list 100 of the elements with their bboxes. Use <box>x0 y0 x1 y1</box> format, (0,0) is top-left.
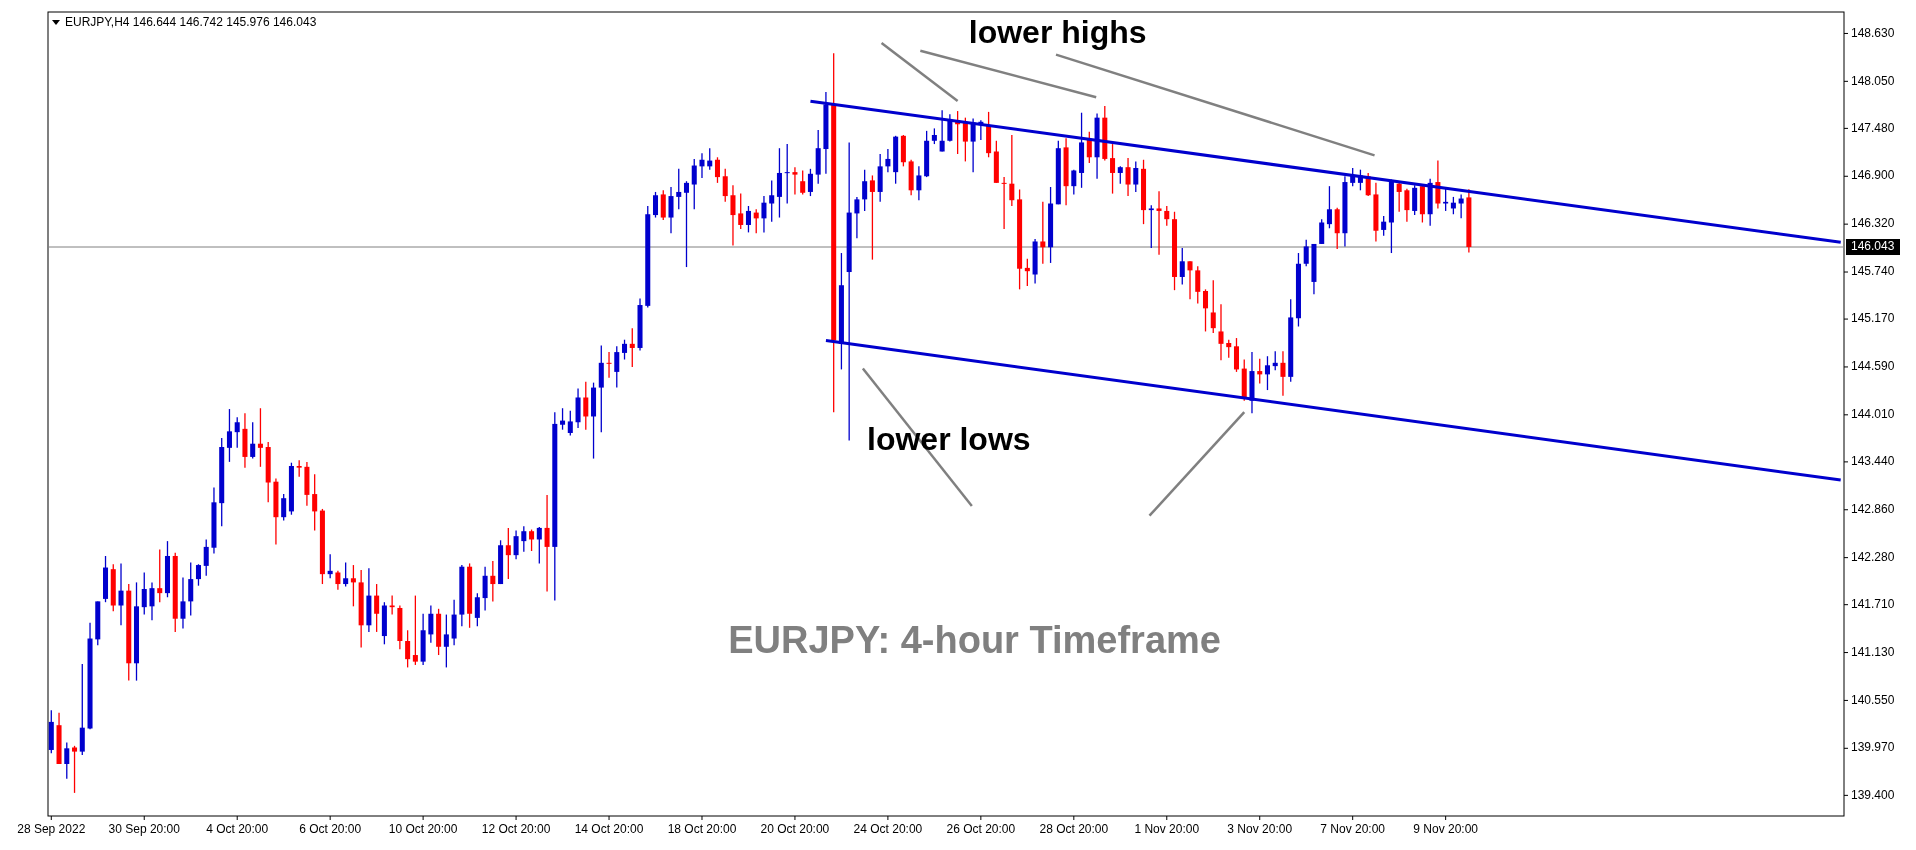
candlestick <box>1218 303 1224 361</box>
candlestick <box>141 571 147 616</box>
y-tick-label: 140.550 <box>1851 692 1895 707</box>
candlestick <box>668 186 674 234</box>
candlestick <box>1334 206 1340 250</box>
candlestick <box>79 663 85 756</box>
candlestick <box>1210 279 1216 334</box>
annotation: lower lows <box>867 420 1031 457</box>
candlestick <box>188 561 194 617</box>
candlestick <box>281 493 287 522</box>
candlestick <box>428 604 434 644</box>
candlestick <box>180 576 186 630</box>
candlestick <box>939 109 945 153</box>
x-tick-label: 18 Oct 20:00 <box>667 822 737 836</box>
candlestick <box>157 548 163 603</box>
candlestick <box>722 168 728 203</box>
candlestick <box>947 113 953 143</box>
candlestick <box>583 381 589 431</box>
candlestick <box>513 529 519 560</box>
candlestick <box>676 168 682 210</box>
candlestick <box>203 538 209 577</box>
candlestick <box>652 191 659 219</box>
candlestick <box>1303 239 1309 267</box>
candlestick <box>738 192 744 230</box>
candlestick <box>916 165 922 201</box>
candlestick <box>730 184 736 247</box>
y-tick-label: 141.130 <box>1851 644 1895 659</box>
x-tick-label: 9 Nov 20:00 <box>1413 822 1479 836</box>
x-tick-label: 12 Oct 20:00 <box>481 822 551 836</box>
candlestick <box>691 158 697 210</box>
candlestick <box>234 416 240 449</box>
y-tick-label: 146.900 <box>1851 168 1895 183</box>
candlestick <box>149 581 155 622</box>
candlestick <box>350 564 356 607</box>
candlestick <box>800 169 806 196</box>
candlestick <box>118 562 124 626</box>
candlestick <box>862 169 868 212</box>
x-tick-label: 1 Nov 20:00 <box>1134 822 1200 836</box>
x-tick-label: 26 Oct 20:00 <box>946 822 1016 836</box>
annotation: lower highs <box>968 14 1147 50</box>
x-tick-label: 28 Sep 2022 <box>17 822 86 836</box>
candlestick <box>405 629 411 669</box>
candlestick <box>544 494 550 593</box>
x-tick-label: 6 Oct 20:00 <box>299 822 362 836</box>
candlestick <box>885 148 891 173</box>
y-tick-label: 147.480 <box>1851 120 1895 135</box>
x-tick-label: 14 Oct 20:00 <box>574 822 644 836</box>
candlestick <box>505 527 511 580</box>
candlestick <box>482 566 488 612</box>
candlestick <box>529 528 535 552</box>
candlestick <box>1412 184 1418 216</box>
candlestick <box>335 570 341 591</box>
candlestick <box>769 179 775 223</box>
candlestick <box>622 339 628 361</box>
x-tick-label: 4 Oct 20:00 <box>206 822 269 836</box>
candlestick <box>1164 205 1170 227</box>
y-tick-label: 145.170 <box>1851 311 1895 326</box>
candlestick <box>536 526 542 565</box>
y-tick-label: 144.590 <box>1851 359 1895 374</box>
candlestick <box>451 599 457 646</box>
y-tick-label: 142.860 <box>1851 501 1895 516</box>
x-tick-label: 3 Nov 20:00 <box>1227 822 1293 836</box>
candlestick <box>869 174 875 261</box>
candlestick <box>64 741 70 780</box>
candlestick <box>792 166 798 196</box>
candlestick <box>72 745 78 794</box>
x-tick-label: 10 Oct 20:00 <box>388 822 458 836</box>
candlestick <box>1396 180 1402 213</box>
candlestick <box>1179 247 1185 286</box>
y-tick-label: 141.710 <box>1851 596 1895 611</box>
candlestick <box>226 408 232 463</box>
candlestick <box>854 196 860 239</box>
candlestick <box>683 180 690 268</box>
candlestick <box>745 205 751 234</box>
candlestick <box>962 117 968 163</box>
candlestick <box>1195 265 1201 305</box>
y-tick-label: 139.400 <box>1851 787 1895 802</box>
candlestick <box>1458 193 1464 220</box>
candlestick <box>343 561 349 588</box>
candlestick <box>567 410 573 437</box>
candlestick <box>250 421 256 460</box>
candlestick <box>1040 201 1046 265</box>
candlestick <box>1110 143 1116 195</box>
text: EURJPY: 4-hour Timeframe <box>728 619 1221 662</box>
y-tick-label: 148.050 <box>1851 73 1895 88</box>
candlestick <box>1319 218 1325 245</box>
candlestick <box>1125 157 1131 197</box>
candlestick <box>1086 131 1092 164</box>
candlestick <box>1280 350 1286 397</box>
y-tick-label: 139.970 <box>1851 740 1895 755</box>
y-tick-label: 146.320 <box>1851 216 1895 231</box>
y-tick-label: 142.280 <box>1851 549 1895 564</box>
candlestick <box>807 168 813 197</box>
candlestick <box>629 327 635 368</box>
y-tick-label: 145.740 <box>1851 264 1895 279</box>
candlestick <box>1226 339 1232 359</box>
candlestick <box>1156 190 1162 256</box>
x-tick-label: 28 Oct 20:00 <box>1039 822 1109 836</box>
candlestick <box>1233 337 1240 373</box>
candlestick <box>374 583 380 633</box>
